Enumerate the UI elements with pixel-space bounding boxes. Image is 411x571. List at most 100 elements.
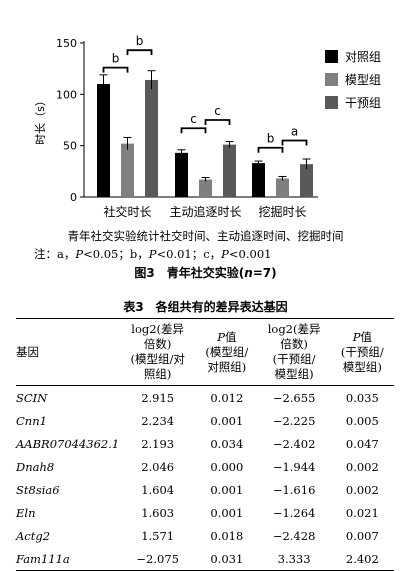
p-value-suffix: 值 bbox=[224, 329, 237, 344]
log2-fc-cell: 2.915 bbox=[141, 390, 175, 405]
y-tick-label: 100 bbox=[56, 88, 77, 101]
figure-note: 注：a，P<0.05；b，P<0.01；c，P<0.001 bbox=[34, 246, 271, 262]
note-a: <0.05；b， bbox=[83, 247, 149, 261]
chart-svg: 0 50 100 150 时长（s） 社交时长 主动追逐时长 挖掘时长 b b c c b a 对照组模型组… bbox=[34, 34, 381, 219]
header-p-intervention-model: P值 (干预组/ 模型组) bbox=[331, 319, 394, 386]
p-symbol: P bbox=[75, 247, 84, 261]
significance-label: b bbox=[112, 52, 120, 66]
p-symbol: P bbox=[148, 247, 157, 261]
log2-fc-cell: 1.571 bbox=[141, 528, 175, 543]
significance-bracket bbox=[126, 49, 153, 56]
bar bbox=[121, 143, 134, 197]
x-tick-label: 社交时长 bbox=[103, 204, 151, 219]
table-row: SCIN 2.915 0.012 −2.655 0.035 bbox=[16, 386, 394, 410]
significance-bracket bbox=[257, 146, 284, 153]
fig-title-n: n bbox=[244, 266, 253, 280]
p-symbol: P bbox=[221, 247, 229, 261]
header-log2-model-control: log2(差异 倍数) (模型组/对 照组) bbox=[119, 319, 196, 386]
fig-title-suffix: =7) bbox=[252, 266, 277, 280]
p-value-cell: 0.012 bbox=[210, 390, 244, 405]
log2-fc-cell: 3.333 bbox=[277, 551, 311, 566]
header-line: 模型组) bbox=[274, 367, 314, 381]
significance-bracket bbox=[102, 66, 129, 73]
log2-fc-cell: 2.193 bbox=[141, 436, 175, 451]
log2-fc-cell: 1.603 bbox=[141, 505, 175, 520]
header-line: 照组) bbox=[143, 367, 172, 381]
gene-name: Dnah8 bbox=[16, 459, 55, 474]
significance-bracket bbox=[281, 139, 308, 146]
p-value-cell: 0.018 bbox=[210, 528, 244, 543]
note-b: <0.01；c， bbox=[156, 247, 222, 261]
table-title: 表3 各组共有的差异表达基因 bbox=[123, 300, 288, 314]
bar bbox=[145, 79, 158, 197]
p-value-cell: 0.047 bbox=[345, 436, 379, 451]
note-c: <0.001 bbox=[228, 247, 272, 261]
header-line: P值 bbox=[331, 330, 394, 345]
header-line: (干预组/ bbox=[340, 344, 384, 359]
table-row: Fam111a −2.075 0.031 3.333 2.402 bbox=[16, 547, 394, 571]
legend-label: 干预组 bbox=[345, 96, 381, 110]
note-prefix: 注：a， bbox=[34, 247, 76, 261]
log2-fc-cell: −2.075 bbox=[136, 551, 179, 566]
legend-swatch bbox=[325, 96, 338, 109]
x-tick-label: 主动追逐时长 bbox=[169, 204, 241, 219]
header-line: P值 bbox=[196, 330, 257, 345]
p-value-cell: 0.002 bbox=[345, 459, 379, 474]
p-value-cell: 0.001 bbox=[210, 413, 244, 428]
x-tick-label: 挖掘时长 bbox=[258, 204, 306, 219]
significance-bracket bbox=[204, 119, 231, 125]
legend-swatch bbox=[325, 50, 338, 63]
p-value-cell: 0.005 bbox=[345, 413, 379, 428]
legend-label: 模型组 bbox=[345, 73, 381, 87]
bar bbox=[276, 178, 289, 197]
legend-label: 对照组 bbox=[345, 50, 381, 64]
header-line: (干预组/ bbox=[272, 352, 316, 366]
y-tick-label: 150 bbox=[56, 37, 77, 50]
significance-bracket bbox=[180, 127, 207, 134]
p-value-cell: 0.035 bbox=[345, 390, 379, 405]
y-axis-label: 时长（s） bbox=[34, 95, 47, 145]
p-symbol: P bbox=[217, 329, 225, 344]
gene-name: Actg2 bbox=[16, 528, 51, 543]
header-line: (模型组/ bbox=[205, 344, 249, 359]
gene-name: Fam111a bbox=[16, 551, 70, 566]
p-value-cell: 2.402 bbox=[345, 551, 379, 566]
header-log2-intervention-model: log2(差异 倍数) (干预组/ 模型组) bbox=[258, 319, 331, 386]
p-value-cell: 0.034 bbox=[210, 436, 244, 451]
gene-name: SCIN bbox=[16, 390, 48, 405]
table-row: St8sia6 1.604 0.001 −1.616 0.002 bbox=[16, 478, 394, 501]
p-value-suffix: 值 bbox=[360, 329, 372, 344]
table-header-row: 基因 log2(差异 倍数) (模型组/对 照组) P值 (模型组/ 对照组) … bbox=[16, 318, 394, 386]
gene-name: AABR07044362.1 bbox=[16, 436, 120, 451]
bar bbox=[175, 152, 188, 197]
bar-chart: 0 50 100 150 时长（s） 社交时长 主动追逐时长 挖掘时长 b b c c b a 对照组 模型组… bbox=[0, 0, 411, 226]
y-tick-label: 50 bbox=[63, 140, 77, 153]
p-value-cell: 0.021 bbox=[345, 505, 379, 520]
gene-name: Eln bbox=[16, 505, 36, 520]
bar bbox=[223, 144, 236, 197]
log2-fc-cell: −1.944 bbox=[272, 459, 316, 474]
p-value-cell: 0.031 bbox=[210, 551, 244, 566]
gene-name: Cnn1 bbox=[16, 413, 47, 428]
gene-name: St8sia6 bbox=[16, 482, 60, 497]
header-line: 对照组) bbox=[207, 359, 247, 374]
significance-label: b bbox=[136, 34, 144, 48]
header-line: 倍数) bbox=[280, 337, 308, 351]
bar bbox=[252, 163, 265, 197]
p-value-cell: 0.002 bbox=[345, 482, 379, 497]
bar bbox=[199, 179, 212, 197]
log2-fc-cell: 1.604 bbox=[141, 482, 175, 497]
legend-swatch bbox=[325, 73, 338, 86]
bar bbox=[97, 84, 110, 197]
significance-label: a bbox=[291, 125, 298, 139]
figure-caption: 青年社交实验统计社交时间、主动追逐时间、挖掘时间 bbox=[67, 229, 344, 243]
gene-table: 基因 log2(差异 倍数) (模型组/对 照组) P值 (模型组/ 对照组) … bbox=[16, 318, 394, 571]
log2-fc-cell: −2.402 bbox=[272, 436, 316, 451]
p-symbol: P bbox=[352, 329, 361, 344]
table-row: AABR07044362.1 2.193 0.034 −2.402 0.047 bbox=[16, 432, 394, 455]
log2-fc-cell: −1.616 bbox=[272, 482, 316, 497]
bar bbox=[300, 164, 313, 197]
header-gene: 基因 bbox=[16, 344, 39, 359]
p-value-cell: 0.007 bbox=[345, 528, 379, 543]
log2-fc-cell: −2.428 bbox=[272, 528, 316, 543]
